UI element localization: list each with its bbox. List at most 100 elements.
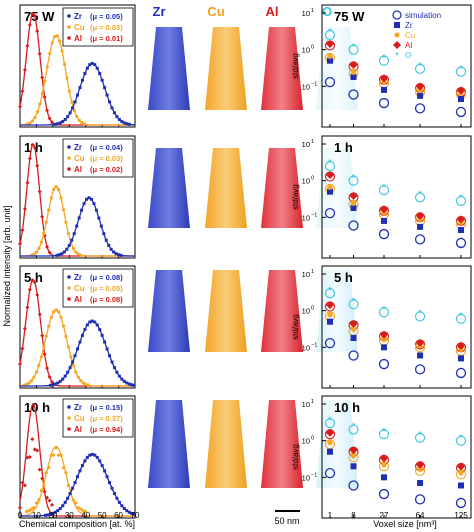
point-Zr bbox=[380, 217, 387, 224]
y-tick-label: 10 bbox=[302, 82, 310, 91]
legend-frame bbox=[62, 7, 134, 47]
data-point-Cu bbox=[24, 510, 29, 514]
data-point-Zr bbox=[104, 238, 108, 242]
legend-marker-Al bbox=[67, 167, 71, 171]
data-point-Zr bbox=[103, 340, 107, 344]
data-point-Zr bbox=[51, 383, 55, 387]
point-O: * bbox=[418, 61, 422, 72]
legend-label-Cu: Cu bbox=[405, 31, 415, 40]
point-sim-O bbox=[455, 313, 467, 324]
data-point-Cu bbox=[37, 498, 41, 502]
data-point-Cu bbox=[57, 310, 61, 314]
legend-frame bbox=[62, 138, 134, 178]
scale-bar-label: 50 nm bbox=[274, 516, 299, 526]
data-point-Cu bbox=[59, 315, 63, 320]
y-tick-label: 10 bbox=[302, 473, 310, 482]
data-point-Zr bbox=[56, 122, 60, 126]
data-point-Cu bbox=[39, 489, 43, 493]
map-tip-Al bbox=[261, 400, 303, 488]
point-Zr bbox=[380, 474, 387, 481]
data-point-Zr bbox=[70, 238, 74, 242]
data-point-Zr bbox=[75, 224, 79, 228]
data-point-Cu bbox=[71, 363, 75, 367]
data-point-Zr bbox=[58, 507, 62, 511]
legend-marker-Cu bbox=[67, 25, 71, 29]
y-tick-label: 10 bbox=[302, 270, 310, 279]
data-point-Al bbox=[47, 374, 52, 379]
data-point-Zr bbox=[95, 66, 99, 70]
histogram-legend: Zr (μ = 0.08) Cu (μ = 0.05) Al (μ = 0.08) bbox=[62, 268, 134, 308]
data-point-Cu bbox=[77, 118, 81, 122]
data-point-Al bbox=[27, 23, 32, 28]
point-Cu bbox=[417, 87, 423, 94]
data-point-Cu bbox=[57, 39, 62, 43]
data-point-Zr bbox=[76, 475, 79, 479]
data-point-Cu bbox=[74, 250, 78, 254]
map-tip-Al bbox=[261, 148, 303, 228]
data-point-Cu bbox=[57, 453, 61, 457]
legend-element-Al: Al bbox=[74, 425, 82, 434]
legend-marker-Zr bbox=[67, 275, 71, 279]
y-tick-exponent: −1 bbox=[311, 81, 317, 87]
data-point-Al bbox=[35, 292, 40, 297]
y-tick-label: 10 bbox=[302, 307, 310, 316]
y-tick-exponent: 1 bbox=[311, 8, 314, 14]
data-point-Zr bbox=[107, 243, 111, 247]
data-point-Cu bbox=[27, 381, 31, 385]
point-Zr bbox=[350, 463, 357, 470]
data-point-Zr bbox=[108, 100, 112, 104]
point-simulation bbox=[414, 364, 426, 375]
data-point-Cu bbox=[61, 208, 66, 212]
data-point-Zr bbox=[115, 115, 119, 119]
data-point-Al bbox=[20, 89, 25, 94]
legend-label-O: O bbox=[405, 51, 411, 60]
data-point-Cu bbox=[37, 246, 41, 250]
point-O: * bbox=[459, 193, 463, 204]
point-simulation bbox=[378, 358, 390, 370]
left-x-tick-label: 10 bbox=[32, 511, 41, 520]
legend-mu-Zr: (μ = 0.15) bbox=[90, 403, 123, 412]
data-point-Zr bbox=[90, 452, 94, 456]
data-point-Al bbox=[32, 14, 37, 19]
point-Al bbox=[379, 330, 388, 339]
data-point-Zr bbox=[100, 333, 104, 337]
data-point-Cu bbox=[76, 375, 80, 379]
point-Cu bbox=[458, 470, 464, 476]
data-point-Zr bbox=[114, 252, 118, 256]
histogram-panel-0: 75 W Zr (μ = 0.05) Cu (μ = 0.03) Al (μ = 0.01) bbox=[18, 4, 136, 128]
point-Zr bbox=[327, 448, 333, 455]
data-point-Zr bbox=[125, 509, 129, 513]
legend-marker-Al bbox=[393, 41, 401, 49]
data-point-Cu bbox=[47, 465, 51, 470]
point-O: * bbox=[382, 53, 386, 64]
data-point-Zr bbox=[78, 86, 82, 90]
data-point-Al bbox=[40, 333, 45, 338]
point-O: * bbox=[382, 304, 386, 315]
data-point-Cu bbox=[53, 34, 57, 39]
data-point-Al bbox=[20, 346, 25, 351]
point-simulation bbox=[378, 97, 390, 109]
map-header-O: O bbox=[322, 4, 332, 19]
data-point-Al bbox=[37, 189, 42, 194]
data-point-Zr bbox=[56, 509, 60, 513]
data-point-Cu bbox=[29, 379, 34, 383]
row-label: 1 h bbox=[334, 140, 353, 155]
data-point-Zr bbox=[56, 381, 60, 385]
data-point-Cu bbox=[47, 208, 51, 212]
data-point-Zr bbox=[43, 513, 47, 517]
point-O: * bbox=[418, 189, 422, 200]
data-point-Cu bbox=[69, 355, 73, 359]
data-point-Cu bbox=[82, 122, 86, 126]
data-point-Zr bbox=[127, 122, 131, 126]
data-point-Zr bbox=[94, 208, 98, 212]
data-point-Zr bbox=[100, 464, 104, 468]
point-O: * bbox=[352, 173, 356, 184]
data-point-Al bbox=[27, 454, 32, 459]
point-Al bbox=[326, 428, 334, 437]
point-Al bbox=[349, 319, 358, 328]
data-point-Al bbox=[35, 163, 40, 168]
point-simulation bbox=[324, 208, 336, 219]
point-simulation bbox=[414, 103, 426, 114]
fit-curve-Cu bbox=[20, 445, 135, 517]
